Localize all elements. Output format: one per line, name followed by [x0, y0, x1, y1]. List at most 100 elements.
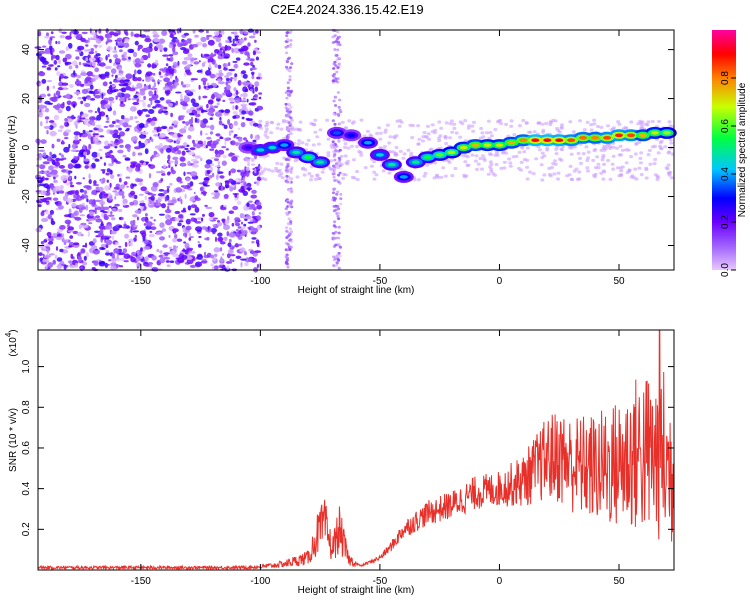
noise-blob — [462, 175, 467, 179]
noise-blob — [128, 238, 134, 243]
noise-blob — [230, 124, 234, 128]
noise-blob — [256, 180, 260, 187]
noise-blob — [228, 210, 234, 214]
noise-blob — [333, 168, 337, 171]
noise-blob — [103, 145, 111, 149]
noise-blob — [230, 77, 234, 80]
noise-blob — [136, 93, 141, 96]
noise-blob — [110, 130, 115, 135]
noise-blob — [212, 224, 217, 227]
noise-blob — [161, 170, 165, 174]
noise-blob — [245, 166, 250, 172]
noise-blob — [81, 193, 85, 200]
ridge-core — [364, 140, 372, 145]
noise-blob — [289, 202, 293, 206]
noise-blob — [159, 222, 165, 228]
noise-blob — [347, 119, 352, 123]
noise-blob — [258, 166, 263, 170]
noise-blob — [541, 130, 545, 134]
noise-blob — [639, 151, 644, 155]
noise-blob — [62, 57, 68, 63]
noise-blob — [288, 122, 293, 126]
noise-blob — [45, 120, 49, 124]
noise-blob — [668, 138, 673, 142]
noise-blob — [488, 165, 493, 169]
noise-blob — [200, 260, 208, 264]
noise-blob — [437, 136, 441, 140]
noise-blob — [251, 157, 255, 162]
noise-blob — [576, 151, 581, 156]
noise-blob — [125, 176, 131, 179]
noise-blob — [147, 52, 151, 59]
noise-blob — [537, 121, 542, 125]
noise-blob — [44, 177, 49, 181]
noise-blob — [141, 108, 149, 112]
noise-blob — [187, 53, 193, 58]
noise-blob — [242, 225, 246, 230]
noise-blob — [224, 137, 230, 142]
noise-blob — [106, 46, 114, 51]
noise-blob — [111, 257, 117, 263]
noise-blob — [52, 259, 56, 265]
noise-blob — [259, 126, 263, 130]
noise-blob — [632, 176, 637, 180]
noise-blob — [52, 197, 59, 201]
noise-blob — [190, 217, 196, 222]
noise-blob — [454, 131, 459, 135]
noise-blob — [85, 204, 89, 211]
noise-blob — [532, 130, 537, 134]
noise-blob — [246, 98, 249, 103]
noise-blob — [216, 220, 221, 223]
noise-blob — [75, 33, 82, 40]
noise-blob — [466, 126, 471, 130]
noise-blob — [200, 53, 203, 57]
noise-blob — [235, 143, 238, 146]
noise-blob — [471, 129, 476, 133]
noise-blob — [74, 175, 77, 180]
noise-blob — [125, 73, 133, 80]
noise-blob — [248, 110, 254, 116]
noise-blob — [114, 46, 117, 51]
noise-blob — [79, 188, 84, 193]
noise-blob — [233, 31, 238, 36]
noise-blob — [313, 177, 318, 181]
noise-blob — [338, 157, 342, 161]
noise-blob — [240, 93, 243, 97]
noise-blob — [55, 246, 59, 251]
noise-blob — [333, 95, 337, 99]
noise-blob — [65, 169, 69, 174]
noise-blob — [124, 79, 130, 82]
noise-blob — [174, 210, 181, 215]
noise-blob — [256, 263, 259, 269]
noise-blob — [205, 144, 208, 149]
noise-blob — [122, 184, 126, 187]
noise-blob — [90, 84, 94, 90]
ridge-core — [483, 143, 492, 147]
noise-blob — [187, 182, 190, 186]
noise-blob — [480, 131, 485, 135]
noise-blob — [222, 219, 226, 224]
noise-blob — [220, 206, 227, 211]
noise-blob — [122, 122, 129, 128]
ridge-core — [459, 145, 468, 150]
noise-blob — [667, 120, 672, 124]
colorbar-tick-label: 0.6 — [720, 119, 731, 133]
noise-blob — [172, 61, 178, 68]
noise-blob — [124, 38, 130, 43]
noise-blob — [326, 154, 331, 158]
noise-blob — [168, 160, 174, 163]
noise-blob — [385, 123, 390, 127]
noise-blob — [275, 126, 280, 130]
noise-blob — [85, 76, 91, 82]
noise-blob — [130, 256, 137, 263]
noise-blob — [132, 151, 136, 157]
noise-blob — [162, 68, 166, 73]
noise-blob — [625, 170, 630, 175]
noise-blob — [336, 236, 341, 240]
noise-blob — [288, 245, 292, 249]
ridge-core — [268, 145, 277, 150]
noise-blob — [241, 116, 245, 120]
noise-blob — [244, 88, 249, 93]
noise-blob — [478, 156, 483, 161]
noise-blob — [169, 85, 173, 92]
